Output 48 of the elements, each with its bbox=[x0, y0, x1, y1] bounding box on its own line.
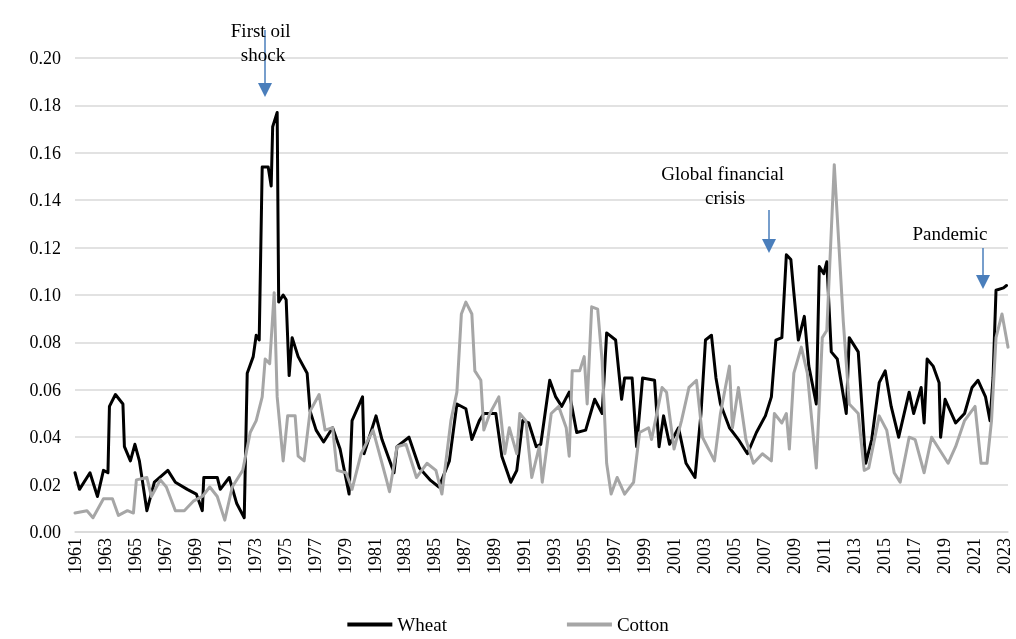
x-tick-label: 1981 bbox=[364, 538, 385, 574]
y-tick-label: 0.18 bbox=[29, 95, 61, 116]
y-tick-label: 0.16 bbox=[29, 142, 61, 163]
x-tick-label: 2005 bbox=[723, 538, 744, 574]
y-tick-label: 0.02 bbox=[29, 474, 61, 495]
legend-label: Wheat bbox=[397, 614, 448, 635]
x-tick-label: 1997 bbox=[604, 538, 625, 574]
x-tick-label: 1973 bbox=[244, 538, 265, 574]
x-tick-label: 2023 bbox=[993, 538, 1014, 574]
x-tick-label: 1995 bbox=[574, 538, 595, 574]
x-tick-label: 1989 bbox=[484, 538, 505, 574]
x-tick-label: 2011 bbox=[813, 538, 834, 574]
y-tick-label: 0.00 bbox=[29, 522, 61, 542]
x-tick-label: 2003 bbox=[693, 538, 714, 574]
y-tick-label: 0.04 bbox=[29, 427, 61, 448]
annotation: Global financial crisis bbox=[661, 162, 789, 208]
x-tick-label: 1987 bbox=[454, 538, 475, 574]
x-tick-label: 1965 bbox=[124, 538, 145, 574]
y-tick-label: 0.20 bbox=[29, 48, 61, 68]
x-tick-label: 1993 bbox=[544, 538, 565, 574]
x-tick-label: 1961 bbox=[65, 538, 85, 574]
x-tick-label: 2015 bbox=[873, 538, 894, 574]
x-tick-label: 2021 bbox=[963, 538, 984, 574]
legend-label: Cotton bbox=[616, 614, 670, 635]
x-tick-label: 2001 bbox=[664, 538, 685, 574]
x-tick-label: 1977 bbox=[304, 538, 325, 574]
x-tick-label: 1985 bbox=[424, 538, 445, 574]
x-tick-label: 2019 bbox=[933, 538, 954, 574]
x-tick-label: 1991 bbox=[514, 538, 535, 574]
x-tick-label: 1975 bbox=[274, 538, 295, 574]
x-tick-label: 1983 bbox=[394, 538, 415, 574]
x-tick-label: 1971 bbox=[214, 538, 235, 574]
x-tick-label: 2007 bbox=[753, 538, 774, 574]
x-tick-label: 1967 bbox=[154, 538, 175, 574]
annotation: First oil shock bbox=[230, 19, 296, 65]
y-tick-label: 0.08 bbox=[29, 332, 61, 353]
x-tick-label: 1979 bbox=[334, 538, 355, 574]
x-tick-label: 2009 bbox=[783, 538, 804, 574]
y-tick-label: 0.10 bbox=[29, 285, 61, 305]
annotation: Pandemic bbox=[912, 222, 988, 244]
x-tick-label: 1999 bbox=[634, 538, 655, 574]
y-tick-label: 0.14 bbox=[29, 190, 61, 211]
x-tick-label: 2013 bbox=[843, 538, 864, 574]
y-tick-label: 0.12 bbox=[29, 237, 61, 258]
x-tick-label: 2017 bbox=[903, 538, 924, 574]
y-tick-label: 0.06 bbox=[29, 379, 61, 400]
x-tick-label: 1963 bbox=[94, 538, 115, 574]
x-tick-label: 1969 bbox=[184, 538, 205, 574]
